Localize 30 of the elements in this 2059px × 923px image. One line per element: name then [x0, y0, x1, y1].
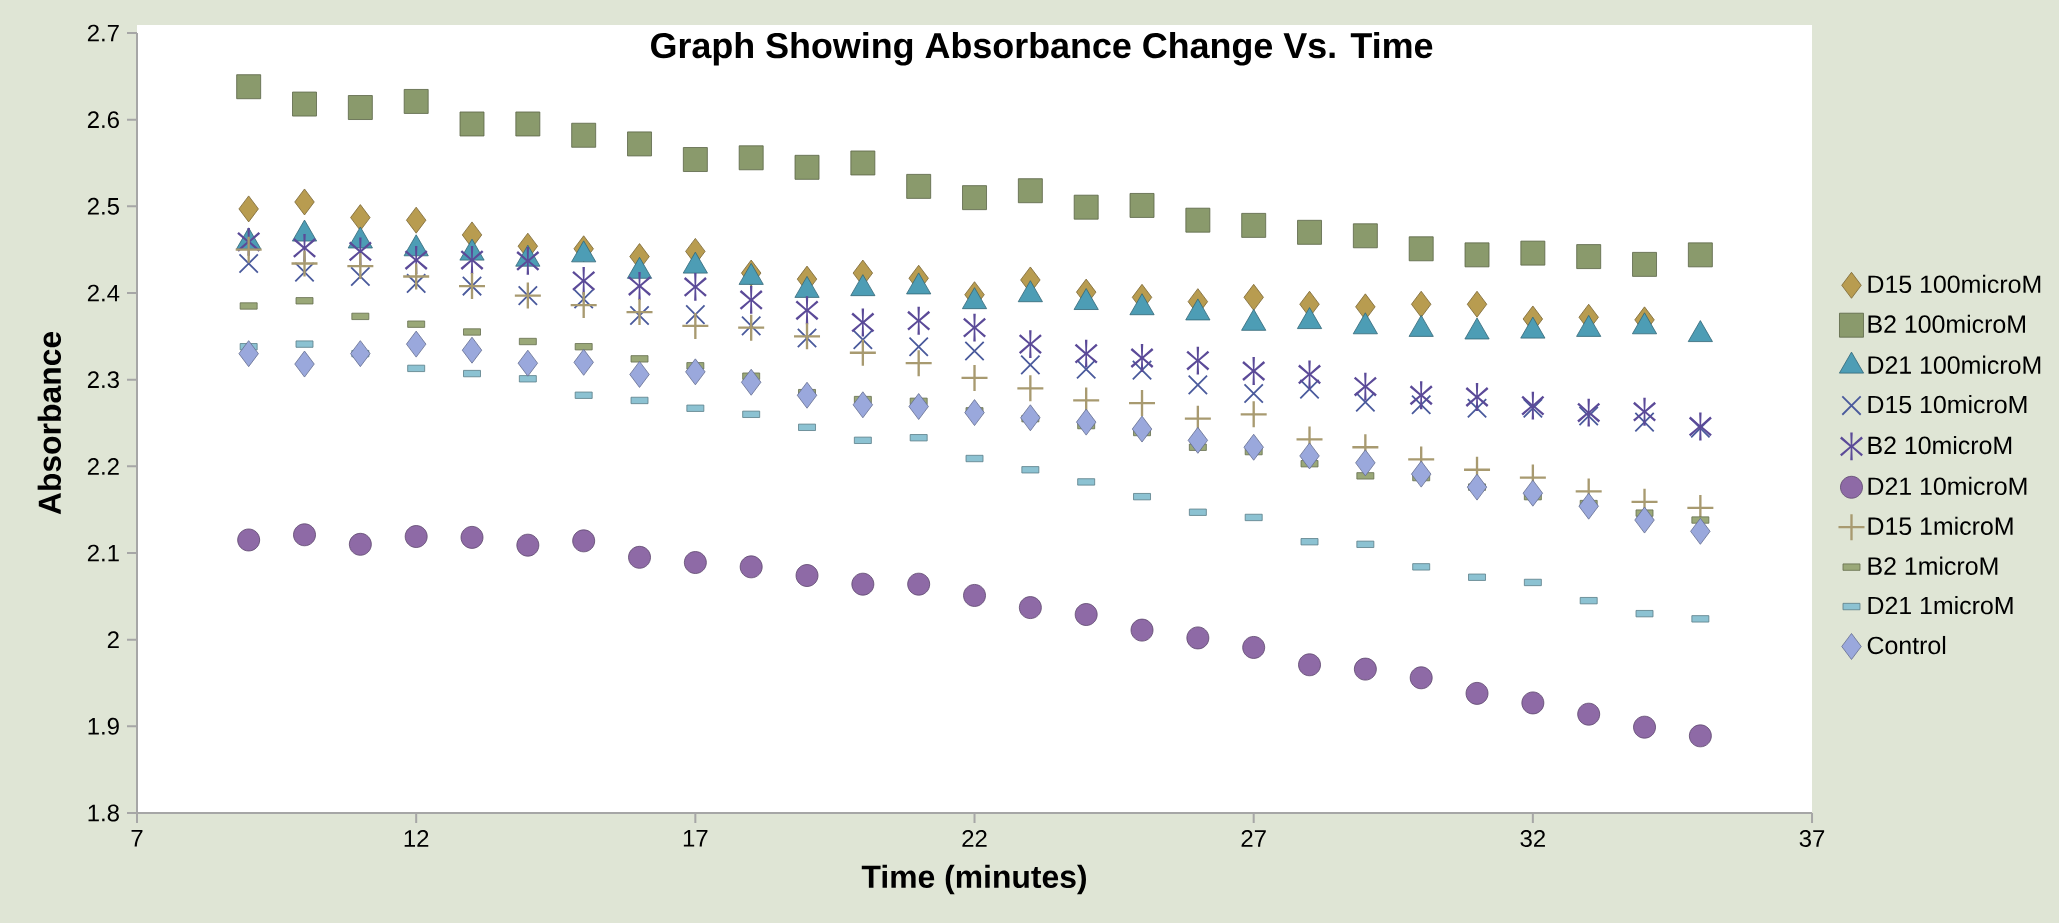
y-tick-label: 2.3 — [87, 371, 119, 389]
y-tick-label: 2.2 — [87, 457, 119, 475]
x-tick-label: 12 — [404, 830, 429, 847]
legend-label: D15 100microM — [1868, 274, 2041, 294]
legend-label: B2 1microM — [1868, 556, 1998, 575]
legend-label: D21 10microM — [1868, 476, 2027, 496]
y-tick-label: 2.5 — [87, 197, 119, 215]
y-tick-label: 2.1 — [87, 544, 119, 562]
x-axis-title: Time (minutes) — [861, 864, 1086, 895]
legend-label: D21 1microM — [1868, 596, 2013, 615]
x-tick-label: 17 — [683, 830, 708, 847]
legend-label: D15 10microM — [1868, 395, 2027, 414]
y-tick-label: 2 — [107, 631, 119, 648]
x-tick-label: 27 — [1241, 830, 1266, 847]
y-axis-title: Absorbance — [37, 331, 62, 515]
legend-label: Control — [1867, 635, 1946, 655]
legend-label: D15 1microM — [1868, 516, 2013, 535]
x-tick-label: 7 — [131, 830, 143, 847]
y-tick-label: 1.8 — [88, 804, 119, 822]
y-tick-label: 1.9 — [88, 717, 119, 735]
y-tick-label: 2.4 — [87, 284, 120, 302]
y-tick-label: 2.7 — [87, 24, 119, 42]
x-tick-label: 32 — [1520, 830, 1545, 847]
x-tick-label: 37 — [1799, 830, 1825, 847]
legend-label: B2 100microM — [1868, 314, 2025, 333]
x-tick-label: 22 — [962, 830, 987, 847]
y-tick-label: 2.6 — [87, 111, 119, 129]
chart-title: Graph Showing Absorbance Change Vs. Time — [651, 31, 1433, 66]
legend-label: B2 10microM — [1868, 435, 2012, 455]
legend-label: D21 100microM — [1868, 355, 2041, 374]
